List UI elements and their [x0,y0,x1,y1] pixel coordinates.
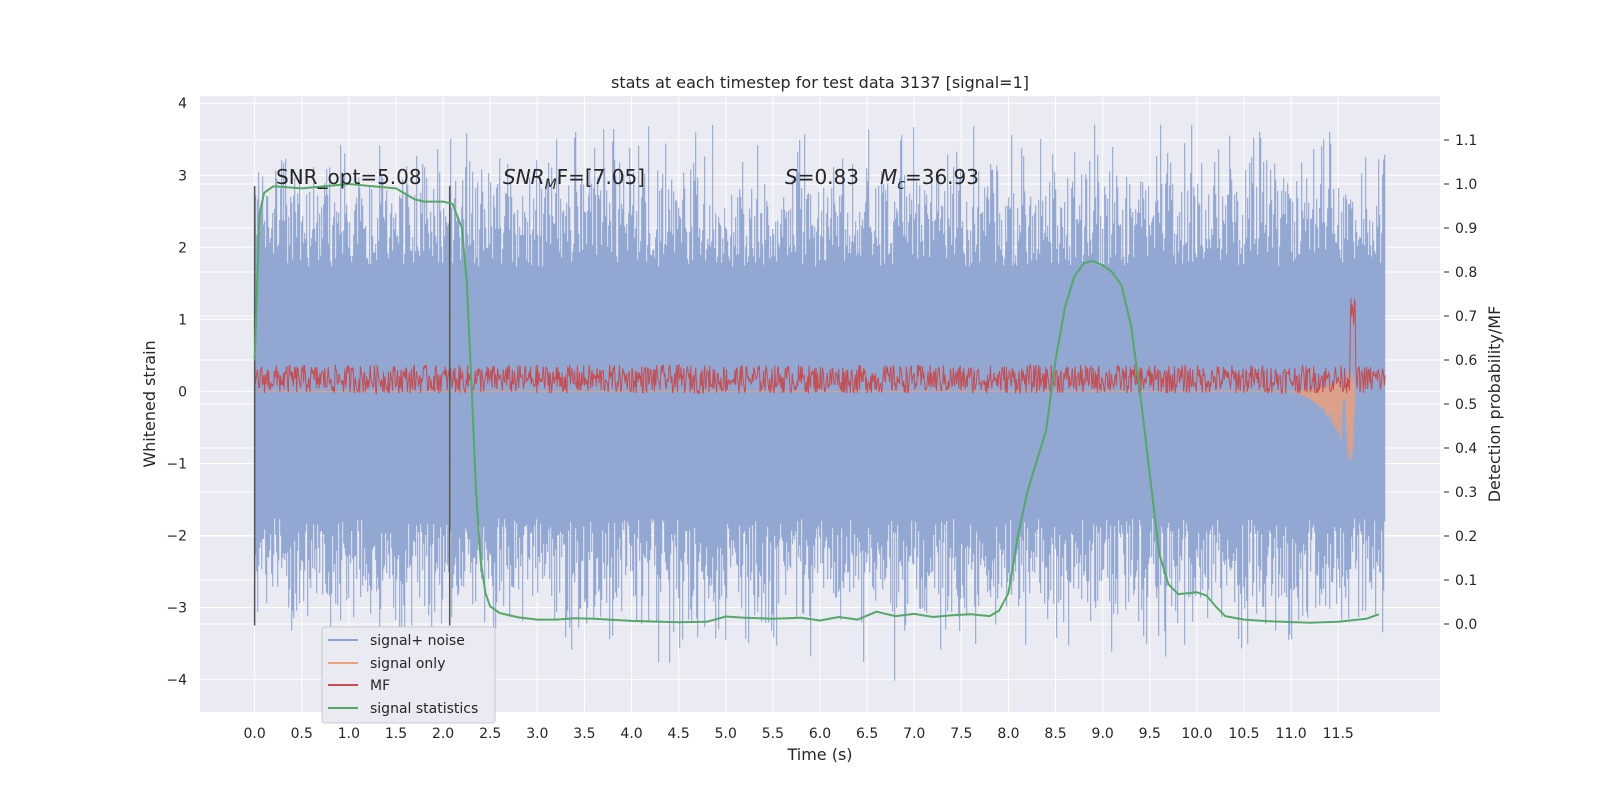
y-tick-label-7: −3 [166,601,187,617]
x-tick-label-9: 4.5 [668,726,690,742]
snr-mf-value: F=[7.05] [557,165,645,189]
y-tick-label-2: 2 [178,240,187,256]
x-tick-label-19: 9.5 [1139,726,1161,742]
x-tick-label-10: 5.0 [715,726,737,742]
y-right-tick-label-2: 0.9 [1455,221,1477,237]
legend-label-signal-only: signal only [370,656,445,672]
y-right-tick-label-3: 0.8 [1455,265,1477,281]
y-right-tick-label-7: 0.4 [1455,441,1477,457]
x-tick-label-22: 11.0 [1276,726,1307,742]
x-axis-label: Time (s) [786,745,852,764]
s-symbol: S [785,165,798,189]
y-tick-label-3: 1 [178,312,187,328]
x-tick-label-17: 8.5 [1044,726,1066,742]
mc-symbol: M [880,165,897,189]
y-right-tick-label-10: 0.1 [1455,573,1477,589]
legend-box [321,626,496,724]
x-tick-label-6: 3.0 [526,726,548,742]
annotation-snr-opt: SNR_opt=5.08 [276,165,422,189]
y-right-tick-label-5: 0.6 [1455,353,1477,369]
y-tick-label-5: −1 [166,456,187,472]
legend-label-signal-statistics: signal statistics [370,701,478,717]
x-tick-label-0: 0.0 [244,726,266,742]
x-tick-label-8: 4.0 [620,726,642,742]
annotation-mc: Mc=36.93 [880,165,979,193]
y-axis-label: Whitened strain [140,340,159,467]
y-right-axis-label: Detection probability/MF [1485,306,1504,503]
annotation-snr-mf: SNRMF=[7.05] [503,165,645,193]
y-right-tick-label-0: 1.1 [1455,133,1477,149]
x-tick-label-23: 11.5 [1323,726,1354,742]
y-tick-label-8: −4 [166,673,187,689]
x-tick-label-3: 1.5 [385,726,407,742]
x-tick-label-11: 5.5 [762,726,784,742]
x-tick-label-1: 0.5 [291,726,313,742]
y-right-tick-label-9: 0.2 [1455,529,1477,545]
tick-labels: 0.0 0.5 1.0 1.5 2.0 2.5 3.0 3.5 4.0 4.5 5.0 5.5 6.0 6… [166,96,1477,742]
x-tick-label-21: 10.5 [1228,726,1259,742]
snr-mf-symbol: SNR [503,165,545,189]
x-tick-label-2: 1.0 [338,726,360,742]
series-mf [254,298,1386,395]
mc-value: =36.93 [905,165,979,189]
y-right-tick-label-4: 0.7 [1455,309,1477,325]
signal-statistics-line [253,183,1380,624]
x-tick-label-13: 6.5 [856,726,878,742]
x-tick-label-20: 10.0 [1181,726,1212,742]
mf-line [254,298,1386,395]
legend-label-mf: MF [370,678,390,694]
x-tick-label-16: 8.0 [997,726,1019,742]
x-tick-label-5: 2.5 [479,726,501,742]
annotation-s: S=0.83 [785,165,859,189]
x-tick-label-4: 2.0 [432,726,454,742]
legend-label-signal-noise: signal+ noise [370,633,465,649]
chart-title: stats at each timestep for test data 313… [611,73,1029,92]
legend: signal+ noise signal only MF signal stat… [321,626,496,724]
x-tick-label-15: 7.5 [950,726,972,742]
y-tick-label-1: 3 [178,168,187,184]
x-tick-label-12: 6.0 [809,726,831,742]
x-tick-label-18: 9.0 [1092,726,1114,742]
mc-subscript: c [897,177,905,193]
s-value: =0.83 [798,165,859,189]
y-right-tick-label-11: 0.0 [1455,617,1477,633]
y-tick-label-0: 4 [178,96,187,112]
y-tick-label-4: 0 [178,384,187,400]
x-tick-label-14: 7.0 [903,726,925,742]
y-tick-label-6: −2 [166,528,187,544]
y-right-tick-label-6: 0.5 [1455,397,1477,413]
y-right-tick-label-1: 1.0 [1455,177,1477,193]
series-signal-statistics [253,183,1380,624]
x-tick-label-7: 3.5 [573,726,595,742]
y-right-tick-label-8: 0.3 [1455,485,1477,501]
snr-mf-subscript: M [545,177,557,193]
vertical-markers [253,186,451,626]
